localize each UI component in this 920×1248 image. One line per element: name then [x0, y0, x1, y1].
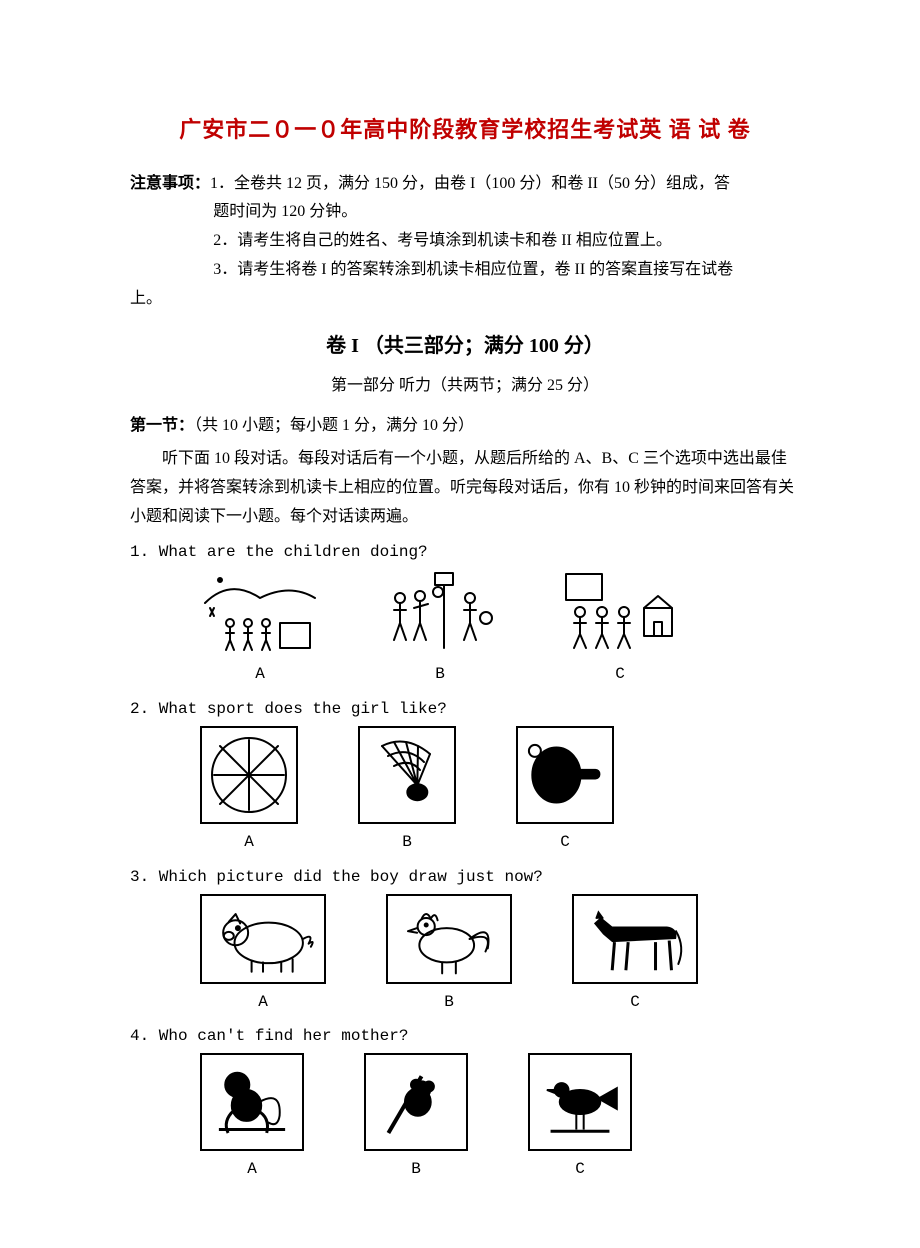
option: A: [200, 1053, 304, 1184]
horse-icon: [572, 894, 698, 984]
option-label: A: [258, 988, 268, 1017]
notice-block: 注意事项：1．全卷共 12 页，满分 150 分，由卷 I（100 分）和卷 I…: [130, 170, 800, 314]
children-classroom-icon: [560, 568, 680, 656]
option-label: A: [255, 660, 265, 689]
option-label: A: [244, 828, 254, 857]
option-label: C: [630, 988, 640, 1017]
option-label: C: [560, 828, 570, 857]
section-title: 卷 I （共三部分；满分 100 分）: [130, 328, 800, 364]
question: 2. What sport does the girl like?: [130, 695, 800, 724]
option: A: [200, 568, 320, 689]
rooster-icon: [386, 894, 512, 984]
option: A: [200, 894, 326, 1017]
option: C: [516, 726, 614, 857]
subsection-title: 第一部分 听力（共两节；满分 25 分）: [130, 372, 800, 401]
option-label: A: [247, 1155, 257, 1184]
option: C: [572, 894, 698, 1017]
monkey-icon: [200, 1053, 304, 1151]
option: C: [560, 568, 680, 689]
koala-icon: [364, 1053, 468, 1151]
exam-title: 广安市二０一０年高中阶段教育学校招生考试英 语 试 卷: [130, 110, 800, 150]
notice-item-1-a: 1．全卷共 12 页，满分 150 分，由卷 I（100 分）和卷 II（50 …: [210, 175, 730, 192]
option: A: [200, 726, 298, 857]
notice-item-1-b: 题时间为 120 分钟。: [130, 198, 800, 227]
pig-icon: [200, 894, 326, 984]
options-row: A B C: [130, 1053, 800, 1184]
children-basketball-icon: [380, 568, 500, 656]
notice-item-3-b: 上。: [130, 285, 800, 314]
notice-item-3-a: 3．请考生将卷 I 的答案转涂到机读卡相应位置，卷 II 的答案直接写在试卷: [130, 256, 800, 285]
option: B: [358, 726, 456, 857]
option-label: B: [444, 988, 454, 1017]
questions-container: 1. What are the children doing? A B: [130, 538, 800, 1184]
question: 1. What are the children doing?: [130, 538, 800, 567]
pingpong-icon: [516, 726, 614, 824]
section1-info: （共 10 小题；每小题 1 分，满分 10 分）: [194, 417, 474, 434]
section1-header: 第一节：（共 10 小题；每小题 1 分，满分 10 分）: [130, 412, 800, 441]
options-row: A B C: [130, 568, 800, 689]
question: 3. Which picture did the boy draw just n…: [130, 863, 800, 892]
notice-item-2: 2．请考生将自己的姓名、考号填涂到机读卡和卷 II 相应位置上。: [130, 227, 800, 256]
option-label: C: [575, 1155, 585, 1184]
option: B: [364, 1053, 468, 1184]
option-label: B: [402, 828, 412, 857]
notice-label: 注意事项：: [130, 175, 210, 192]
option: B: [380, 568, 500, 689]
option: C: [528, 1053, 632, 1184]
section1-desc: 听下面 10 段对话。每段对话后有一个小题，从题后所给的 A、B、C 三个选项中…: [130, 445, 800, 531]
option-label: B: [435, 660, 445, 689]
option-label: C: [615, 660, 625, 689]
options-row: A B C: [130, 726, 800, 857]
section1-label: 第一节：: [130, 417, 194, 434]
option: B: [386, 894, 512, 1017]
children-outdoor-icon: [200, 568, 320, 656]
bird-icon: [528, 1053, 632, 1151]
shuttlecock-icon: [358, 726, 456, 824]
basketball-icon: [200, 726, 298, 824]
option-label: B: [411, 1155, 421, 1184]
exam-page: 广安市二０一０年高中阶段教育学校招生考试英 语 试 卷 注意事项：1．全卷共 1…: [0, 0, 920, 1248]
options-row: A B C: [130, 894, 800, 1017]
question: 4. Who can't find her mother?: [130, 1022, 800, 1051]
